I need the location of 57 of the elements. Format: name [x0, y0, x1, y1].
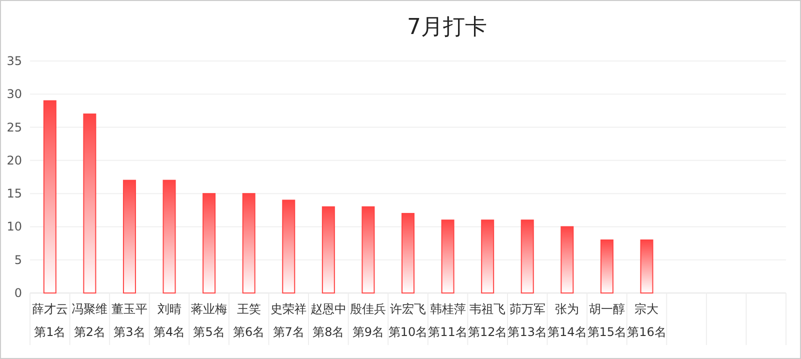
- text: 第8名: [312, 325, 344, 339]
- text: 第1名: [34, 325, 66, 339]
- y-tick-label: 0: [14, 286, 22, 300]
- x-tick-label: 史荣祥: [270, 302, 307, 316]
- x-tick-label: 殷佳兵: [350, 302, 386, 316]
- bar: [520, 220, 534, 294]
- y-tick-label: 5: [14, 252, 22, 267]
- chart-title: 7月打卡: [407, 15, 487, 40]
- y-tick-label: 10: [6, 220, 22, 234]
- x-tick-label: 董玉平: [111, 302, 148, 316]
- bar: [322, 206, 335, 294]
- text: 第2名: [74, 325, 106, 339]
- y-tick-label: 30: [6, 87, 22, 102]
- x-tick-label: 胡一醇: [588, 302, 625, 316]
- y-tick-label: 25: [6, 120, 22, 134]
- x-tick-label: 王笑: [236, 302, 261, 316]
- x-tick-label: 韩桂萍: [430, 302, 466, 316]
- text: 第4名: [153, 325, 186, 339]
- bar: [441, 220, 454, 294]
- bar: [122, 180, 136, 294]
- x-tick-label: 蒋业梅: [191, 302, 228, 316]
- x-tick-label: 刘晴: [157, 302, 182, 316]
- y-tick-label: 35: [6, 54, 22, 68]
- bar: [640, 239, 654, 294]
- y-tick-label: 20: [6, 153, 22, 168]
- y-tick-label: 15: [6, 186, 22, 201]
- bar: [560, 226, 574, 294]
- text: 第7名: [272, 325, 304, 339]
- x-tick-label: 宗大: [634, 302, 659, 316]
- bar: [242, 193, 256, 294]
- text: 第16名: [627, 325, 666, 339]
- bar: [362, 206, 375, 294]
- x-tick-label: 赵恩中: [310, 302, 346, 316]
- x-tick-label: 茆万军: [509, 302, 546, 316]
- bar: [162, 180, 176, 294]
- bar: [600, 239, 614, 294]
- bar: [202, 193, 216, 294]
- x-tick-label: 许宏飞: [390, 302, 426, 316]
- x-tick-label: 张为: [555, 302, 580, 316]
- bar: [481, 220, 494, 294]
- text: 第6名: [233, 325, 265, 339]
- text: 第14名: [548, 325, 587, 339]
- bar: [282, 200, 296, 294]
- text: 第12名: [468, 325, 508, 339]
- bar: [402, 212, 414, 294]
- x-tick-label: 冯聚维: [72, 302, 108, 316]
- text: 第3名: [114, 325, 146, 339]
- text: 第9名: [352, 325, 384, 339]
- bar: [43, 100, 56, 294]
- x-tick-label: 韦祖飞: [470, 302, 506, 316]
- bar: [83, 114, 96, 294]
- text: 第5名: [193, 325, 225, 339]
- text: 第10名: [388, 325, 428, 339]
- text: 第11名: [428, 325, 468, 339]
- x-tick-label: 薛才云: [32, 302, 68, 316]
- text: 第15名: [587, 325, 627, 339]
- text: 第13名: [508, 325, 548, 339]
